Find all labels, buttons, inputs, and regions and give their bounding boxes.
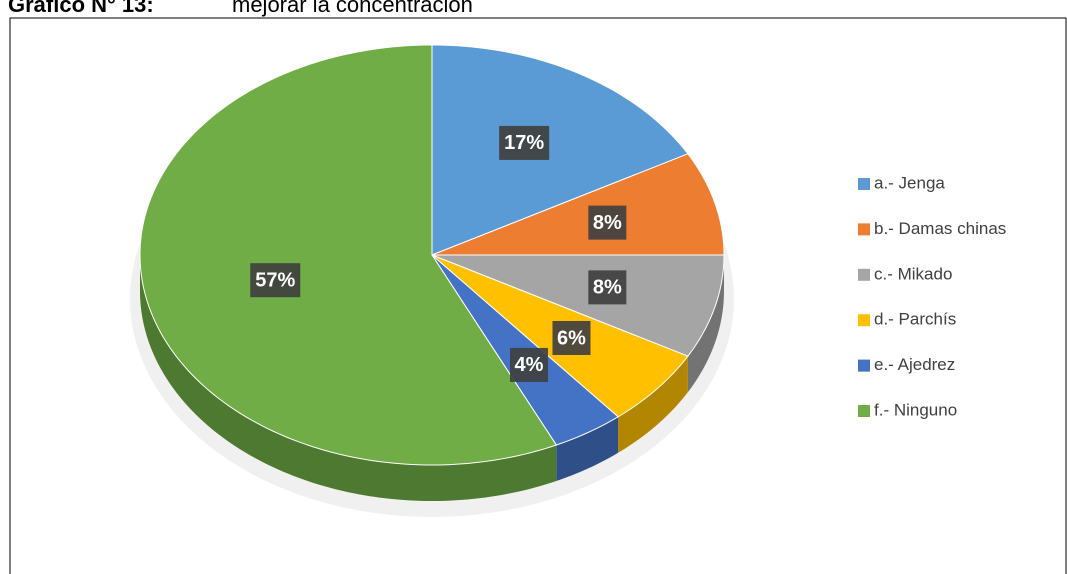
data-label-box xyxy=(588,205,627,240)
data-label: 17% xyxy=(504,132,544,154)
legend-label: b.- Damas chinas xyxy=(874,219,1006,238)
legend-label: e.- Ajedrez xyxy=(874,355,955,374)
data-label-box xyxy=(250,263,301,298)
legend-swatch xyxy=(858,405,870,417)
pie-slice xyxy=(139,44,558,466)
data-label: 57% xyxy=(255,269,295,291)
legend-label: d.- Parchís xyxy=(874,310,956,329)
chart-title: Gráfico N° 13: xyxy=(8,0,154,17)
data-label-box xyxy=(588,270,627,305)
data-label-box xyxy=(552,320,591,355)
pie-side xyxy=(687,255,724,393)
data-label: 8% xyxy=(593,212,622,234)
legend-box xyxy=(852,160,1062,432)
pie-slice xyxy=(431,44,689,256)
legend-swatch xyxy=(858,359,870,372)
data-label-box xyxy=(499,125,550,160)
pie-side xyxy=(556,416,619,482)
legend-swatch xyxy=(858,178,870,190)
chart-subtitle: mejorar la concentración xyxy=(232,0,473,17)
legend-label: a.- Jenga xyxy=(874,173,945,192)
legend-swatch xyxy=(858,223,870,236)
pie-slice xyxy=(431,153,725,256)
pie-slice xyxy=(431,254,725,357)
data-label: 6% xyxy=(557,327,586,349)
data-label: 8% xyxy=(593,277,622,299)
pie-side xyxy=(140,255,557,501)
data-label: 4% xyxy=(515,354,544,376)
legend-swatch xyxy=(858,314,870,327)
legend-swatch xyxy=(858,268,870,281)
pie-side xyxy=(618,356,688,453)
legend-label: f.- Ninguno xyxy=(874,400,957,419)
data-label-box xyxy=(510,347,549,382)
legend-label: c.- Mikado xyxy=(874,264,952,283)
